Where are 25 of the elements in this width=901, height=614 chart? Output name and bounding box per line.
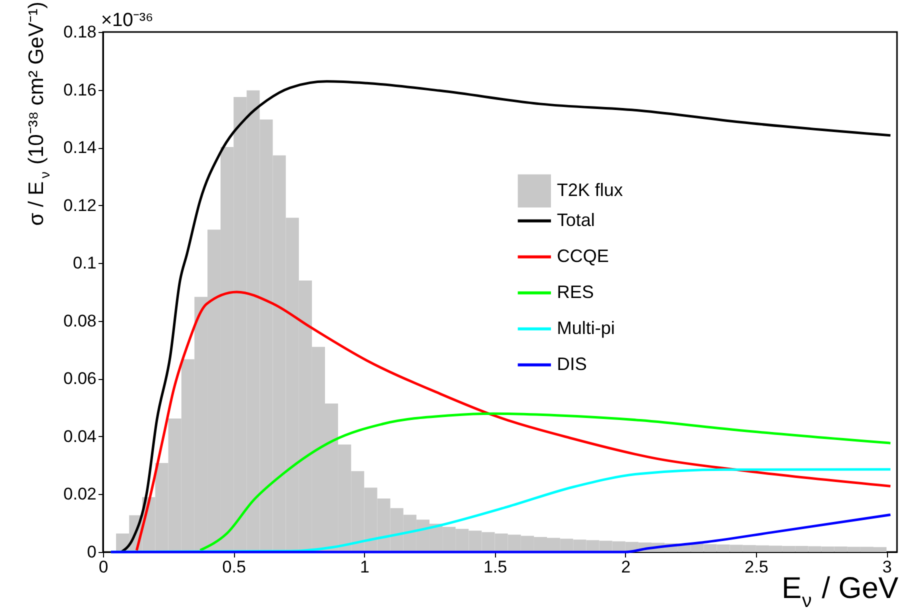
- legend-label: Total: [556, 210, 595, 230]
- x-tick-label: 1.5: [483, 558, 508, 576]
- y-axis-title: σ / Eν (10⁻³⁸ cm² GeV⁻¹): [25, 2, 52, 226]
- x-tick-label: 2: [621, 558, 631, 576]
- text: ×10⁻³⁶: [101, 10, 154, 31]
- x-tick-label: 2.5: [744, 558, 768, 576]
- y-tick-label: 0.04: [63, 426, 96, 446]
- y-tick-label: 0.14: [63, 138, 96, 158]
- legend-label: Multi-pi: [556, 318, 615, 338]
- legend-label: DIS: [556, 354, 587, 374]
- x-tick-label: 3: [882, 558, 892, 576]
- y-tick-label: 0: [87, 542, 96, 562]
- x-tick-label: 1: [360, 558, 370, 576]
- legend-label: T2K flux: [556, 180, 623, 200]
- y-tick-label: 0.08: [63, 311, 96, 330]
- x-tick-label: 0.5: [222, 558, 246, 576]
- y-tick-label: 0.06: [63, 369, 96, 388]
- x-tick-label: 0: [98, 558, 108, 576]
- y-tick-label: 0.1: [72, 254, 96, 273]
- y-tick-label: 0.16: [63, 80, 96, 100]
- y-tick-label: 0.12: [63, 196, 96, 215]
- y-tick-label: 0.18: [63, 22, 96, 42]
- y-tick-label: 0.02: [63, 484, 96, 504]
- legend-label: CCQE: [556, 246, 609, 266]
- legend-label: RES: [556, 282, 594, 302]
